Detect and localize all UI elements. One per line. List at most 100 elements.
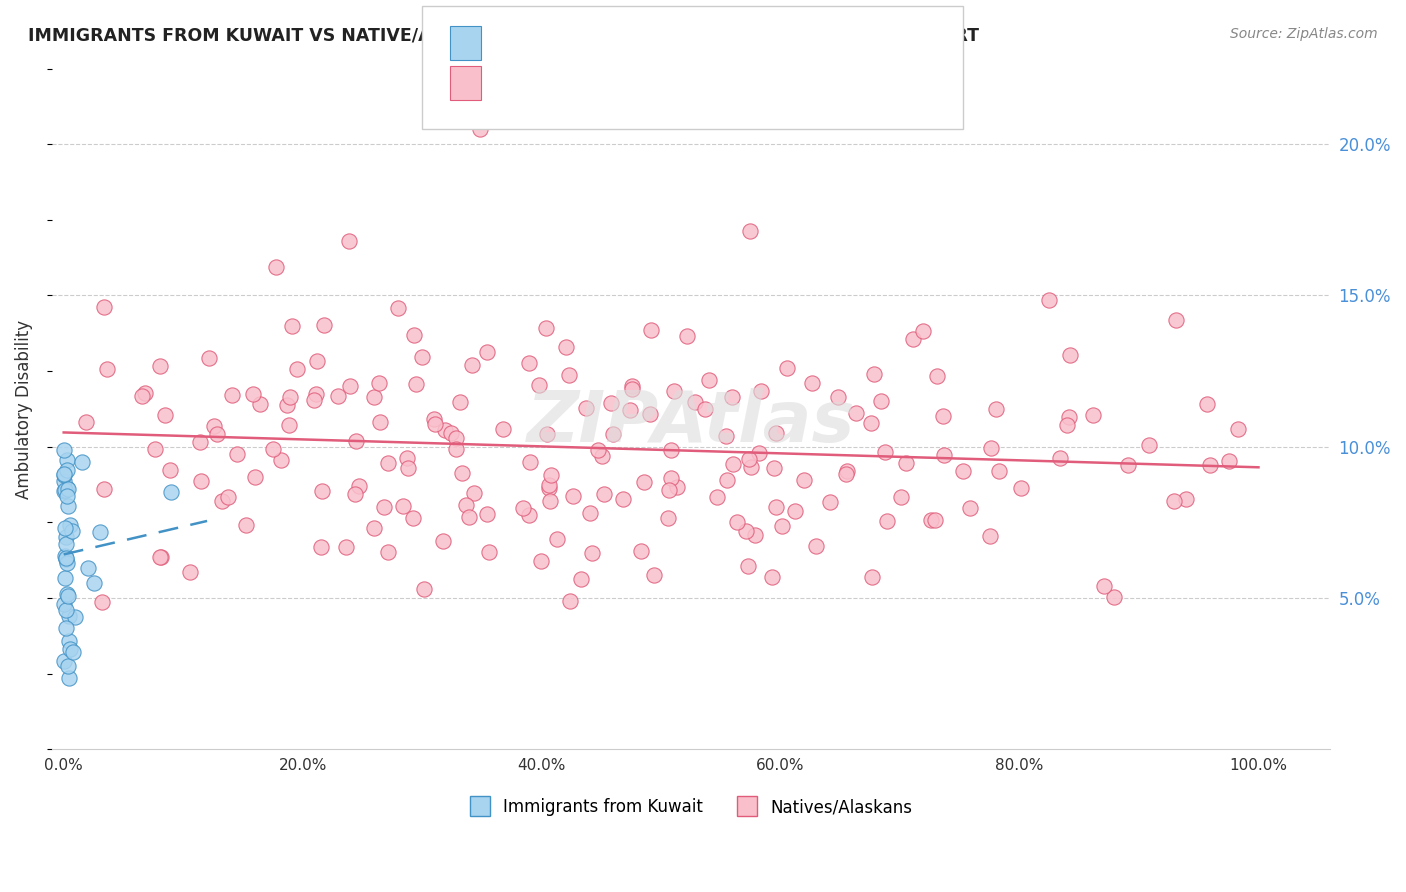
Point	[738, 223, 761, 237]
Point	[620, 382, 643, 396]
Point	[93, 301, 115, 315]
Point	[740, 459, 762, 474]
Point	[723, 457, 745, 471]
Point	[449, 395, 471, 409]
Point	[579, 506, 602, 520]
Point	[638, 407, 661, 421]
Point	[387, 301, 409, 316]
Point	[396, 461, 419, 475]
Point	[695, 401, 717, 416]
Point	[1010, 482, 1032, 496]
Point	[911, 324, 934, 338]
Point	[932, 448, 955, 462]
Point	[643, 568, 665, 582]
Point	[875, 445, 897, 459]
Point	[761, 570, 783, 584]
Point	[620, 379, 643, 393]
Point	[776, 360, 799, 375]
Point	[952, 464, 974, 478]
Point	[561, 489, 583, 503]
Point	[53, 483, 76, 498]
Point	[344, 434, 367, 448]
Point	[53, 442, 76, 457]
Point	[188, 434, 211, 449]
Point	[765, 500, 787, 515]
Point	[226, 447, 249, 461]
Point	[396, 451, 419, 466]
Point	[744, 528, 766, 542]
Point	[492, 422, 515, 436]
Point	[56, 587, 79, 601]
Point	[860, 570, 883, 584]
Point	[58, 589, 80, 603]
Point	[477, 545, 499, 559]
Point	[58, 517, 80, 532]
Point	[451, 466, 474, 480]
Point	[706, 491, 728, 505]
Point	[735, 524, 758, 538]
Point	[527, 378, 550, 392]
Point	[661, 471, 683, 485]
Text: ZIPAtlas: ZIPAtlas	[527, 388, 855, 457]
Point	[305, 354, 328, 368]
Point	[52, 654, 75, 668]
Point	[55, 537, 77, 551]
Point	[205, 426, 228, 441]
Point	[281, 318, 304, 333]
Point	[530, 553, 553, 567]
Point	[575, 401, 598, 416]
Point	[160, 485, 183, 500]
Text: Source: ZipAtlas.com: Source: ZipAtlas.com	[1230, 27, 1378, 41]
Point	[721, 390, 744, 404]
Point	[633, 475, 655, 489]
Point	[153, 408, 176, 422]
Point	[1049, 450, 1071, 465]
Point	[339, 379, 361, 393]
Text: N =: N =	[598, 73, 634, 91]
Point	[896, 456, 918, 470]
Point	[328, 389, 350, 403]
Point	[876, 514, 898, 528]
Text: -0.110: -0.110	[531, 73, 591, 91]
Point	[235, 518, 257, 533]
Point	[463, 485, 485, 500]
Point	[569, 572, 592, 586]
Point	[640, 323, 662, 337]
Point	[56, 481, 79, 495]
Point	[1137, 437, 1160, 451]
Point	[785, 504, 807, 518]
Point	[458, 509, 481, 524]
Point	[211, 494, 233, 508]
Point	[863, 367, 886, 381]
Point	[1059, 348, 1081, 362]
Point	[716, 473, 738, 487]
Point	[558, 593, 581, 607]
Point	[586, 443, 609, 458]
Point	[1218, 454, 1240, 468]
Point	[890, 490, 912, 504]
Point	[55, 453, 77, 467]
Point	[402, 510, 425, 524]
Point	[1056, 418, 1078, 433]
Point	[737, 559, 759, 574]
Point	[540, 468, 562, 483]
Point	[159, 462, 181, 476]
Point	[827, 390, 849, 404]
Point	[658, 483, 681, 497]
Point	[404, 328, 426, 343]
Point	[1102, 590, 1125, 604]
Point	[591, 450, 613, 464]
Point	[131, 389, 153, 403]
Point	[305, 387, 328, 401]
Point	[820, 495, 842, 509]
Point	[83, 576, 105, 591]
Point	[363, 521, 385, 535]
Text: 0.063: 0.063	[531, 34, 583, 52]
Point	[602, 427, 624, 442]
Point	[311, 483, 333, 498]
Point	[309, 540, 332, 554]
Point	[56, 463, 79, 477]
Point	[335, 540, 357, 554]
Point	[202, 418, 225, 433]
Point	[56, 482, 79, 496]
